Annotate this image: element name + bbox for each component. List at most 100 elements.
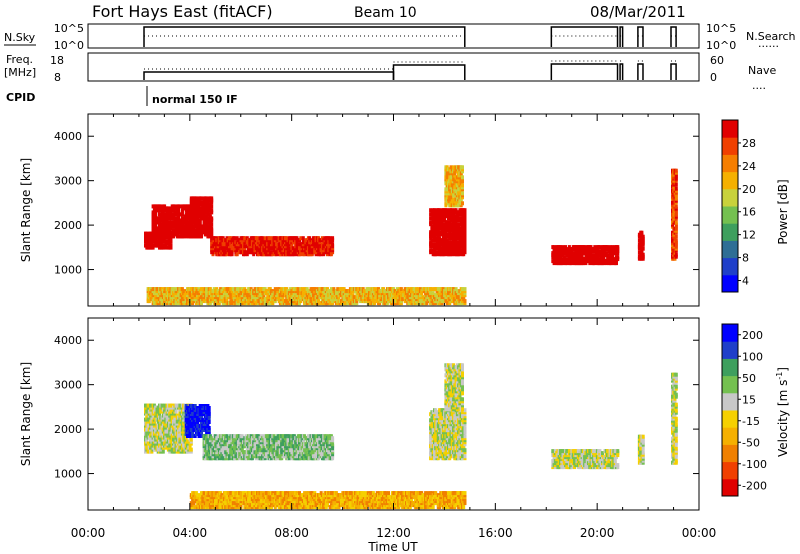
echo-region	[210, 236, 335, 257]
echo-region	[202, 434, 335, 461]
y-tick-label: 3000	[54, 175, 82, 188]
freq-line	[550, 63, 619, 80]
echo-cell	[318, 301, 322, 306]
echo-cell	[431, 242, 435, 247]
freq-tick-top: 18	[50, 54, 64, 67]
echo-region	[444, 165, 464, 208]
echo-cell	[352, 295, 356, 300]
echo-cell	[308, 244, 312, 249]
echo-cell	[161, 243, 165, 248]
nsky-strip-frame	[87, 23, 700, 49]
echo-cell	[435, 252, 439, 257]
echo-cell	[463, 287, 467, 292]
echo-cell	[597, 249, 601, 254]
freq-label: Freq.	[6, 53, 33, 66]
echo-region	[184, 404, 211, 438]
echo-cell	[207, 410, 211, 414]
echo-cell	[146, 423, 150, 428]
y-tick-label: 2000	[54, 219, 82, 232]
echo-cell	[291, 246, 295, 251]
echo-cell	[564, 245, 568, 250]
freq-strip-frame	[87, 52, 700, 82]
echo-region	[551, 245, 620, 266]
freq-line	[670, 63, 677, 80]
echo-cell	[429, 220, 433, 225]
echo-cell	[303, 252, 307, 257]
freq-tick-bottom: 8	[54, 71, 61, 84]
echo-cell	[463, 299, 467, 304]
echo-cell	[314, 252, 318, 257]
echo-cell	[301, 291, 305, 296]
y-axis-label: Slant Range [km]	[19, 158, 33, 262]
nsky-left-tick-bottom: 10^0	[54, 39, 84, 52]
echo-cell	[331, 242, 335, 247]
echo-cell	[252, 252, 256, 257]
echo-cell	[641, 252, 645, 257]
echo-cell	[425, 301, 429, 306]
echo-cell	[257, 252, 261, 257]
echo-cell	[616, 255, 620, 260]
echo-cell	[399, 287, 403, 292]
nsky-right-tick-top: 10^5	[706, 22, 736, 35]
nave-tick-top: 60	[710, 54, 724, 67]
echo-cell	[564, 257, 568, 262]
echo-cell	[373, 287, 377, 292]
echo-cell	[210, 222, 214, 227]
echo-cell	[458, 252, 462, 257]
echo-cell	[268, 236, 272, 241]
echo-region	[151, 204, 193, 239]
echo-cell	[674, 252, 678, 257]
echo-cell	[210, 216, 214, 221]
echo-cell	[312, 293, 315, 298]
echo-cell	[177, 433, 181, 438]
echo-cell	[243, 244, 247, 249]
echo-cell	[616, 245, 620, 250]
echo-cell	[450, 252, 454, 257]
nsky-label: N.Sky	[4, 31, 36, 44]
nave-tick-bottom: 0	[710, 71, 717, 84]
freq-line	[637, 63, 644, 80]
nsearch-label: N.Search	[746, 30, 796, 43]
nave-marker: ....	[752, 79, 766, 92]
echo-cell	[160, 403, 164, 408]
cpid-label: CPID	[6, 91, 35, 104]
echo-cell	[329, 252, 333, 257]
nsky-line	[143, 26, 466, 47]
beam-label: Beam 10	[354, 5, 417, 21]
echo-cell	[461, 201, 464, 206]
station-title: Fort Hays East (fitACF)	[92, 2, 273, 21]
nsearch-marker: ......	[758, 37, 779, 50]
echo-cell	[207, 420, 211, 424]
echo-cell	[169, 243, 173, 248]
echo-cell	[275, 252, 279, 257]
echo-cell	[296, 287, 300, 292]
freq-line	[619, 63, 624, 80]
echo-cell	[674, 220, 678, 225]
echo-cell	[461, 175, 464, 180]
echo-cell	[174, 409, 178, 414]
y-tick-label: 1000	[54, 264, 82, 277]
echo-cell	[674, 168, 678, 173]
cpid-program: normal 150 IF	[152, 93, 238, 106]
echo-cell	[189, 437, 193, 442]
echo-cell	[455, 240, 459, 245]
echo-cell	[301, 236, 305, 241]
echo-cell	[674, 238, 678, 243]
echo-cell	[207, 406, 211, 410]
freq-line	[143, 71, 395, 80]
echo-cell	[640, 230, 644, 235]
echo-cell	[151, 243, 155, 248]
echo-cell	[243, 236, 247, 241]
echo-cell	[210, 204, 214, 209]
nsky-right-tick-bottom: 10^0	[706, 39, 736, 52]
echo-cell	[178, 204, 182, 209]
nsky-line	[550, 26, 619, 47]
echo-cell	[430, 287, 434, 292]
echo-cell	[230, 252, 234, 257]
echo-cell	[641, 234, 645, 239]
echo-cell	[373, 301, 377, 306]
echo-cell	[200, 196, 203, 201]
